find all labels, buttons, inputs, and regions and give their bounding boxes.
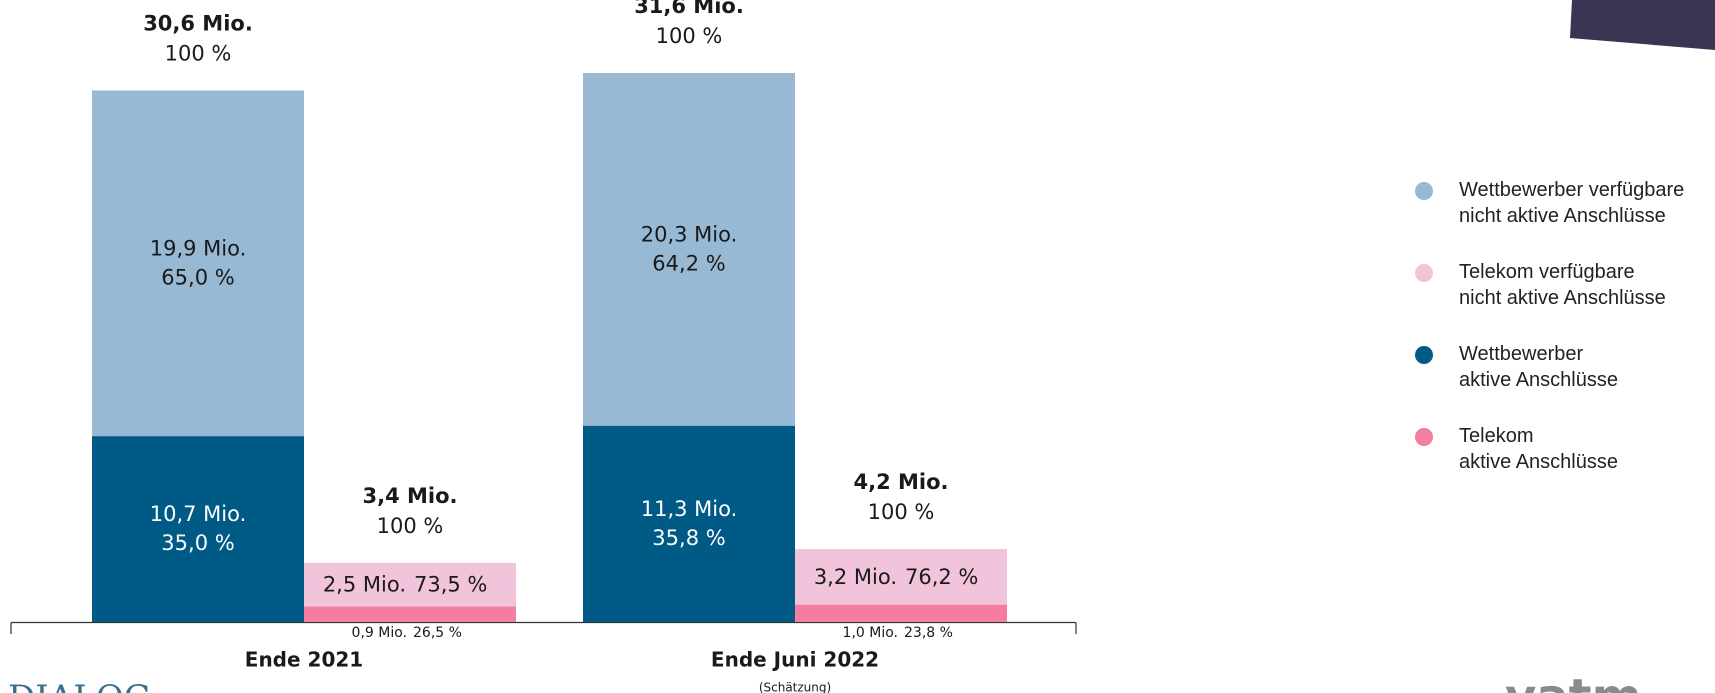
legend-marker bbox=[1415, 182, 1433, 200]
data-label-percent: 76,2 % bbox=[905, 565, 978, 589]
annotation: (Schätzung) bbox=[759, 681, 831, 693]
total-percent-label: 100 % bbox=[656, 24, 723, 48]
bar-segment bbox=[92, 90, 304, 437]
data-label: 2,5 Mio. bbox=[323, 573, 406, 597]
bar-segment bbox=[795, 549, 1007, 605]
data-label-percent: 64,2 % bbox=[652, 251, 725, 275]
legend-marker bbox=[1415, 428, 1433, 446]
legend-marker bbox=[1415, 264, 1433, 282]
x-tick-label: Ende Juni 2022 bbox=[711, 648, 879, 672]
data-label-percent: 65,0 % bbox=[161, 265, 234, 289]
total-percent-label: 100 % bbox=[868, 500, 935, 524]
data-label-percent: 35,0 % bbox=[161, 531, 234, 555]
total-percent-label: 100 % bbox=[165, 41, 232, 65]
total-label: 30,6 Mio. bbox=[143, 11, 253, 35]
corner-image bbox=[1570, 0, 1715, 50]
bar-segment bbox=[583, 425, 795, 622]
legend-label: Telekom verfügbare nicht aktive Anschlüss… bbox=[1459, 261, 1666, 309]
x-tick-label: Ende 2021 bbox=[245, 648, 363, 672]
data-label: 19,9 Mio. bbox=[150, 236, 247, 260]
legend-label: Wettbewerber verfügbare nicht aktive Ansc… bbox=[1459, 179, 1684, 227]
bar-segment bbox=[583, 73, 795, 426]
bar-segment bbox=[304, 606, 516, 622]
bar-segment bbox=[92, 436, 304, 622]
data-label-percent: 35,8 % bbox=[652, 526, 725, 550]
data-label: 0,9 Mio. bbox=[352, 625, 407, 641]
logo-left: DIALOG bbox=[8, 678, 151, 693]
legend-marker bbox=[1415, 346, 1433, 364]
data-label: 3,2 Mio. bbox=[814, 565, 897, 589]
data-label: 1,0 Mio. bbox=[843, 625, 898, 641]
data-label-percent: 23,8 % bbox=[904, 625, 953, 641]
legend-label: Wettbewerber aktive Anschlüsse bbox=[1459, 343, 1618, 391]
total-label: 3,4 Mio. bbox=[362, 484, 457, 508]
data-label: 10,7 Mio. bbox=[150, 502, 247, 526]
data-label-percent: 73,5 % bbox=[414, 573, 487, 597]
bar-segment bbox=[304, 562, 516, 607]
data-label: 11,3 Mio. bbox=[641, 497, 738, 521]
total-label: 4,2 Mio. bbox=[853, 470, 948, 494]
bar-segment bbox=[795, 604, 1007, 622]
data-label: 20,3 Mio. bbox=[641, 222, 738, 246]
total-percent-label: 100 % bbox=[377, 514, 444, 538]
data-label-percent: 26,5 % bbox=[413, 625, 462, 641]
logo-right: vatm bbox=[1505, 669, 1642, 693]
total-label: 31,6 Mio. bbox=[634, 0, 744, 18]
legend-label: Telekom aktive Anschlüsse bbox=[1459, 425, 1618, 473]
